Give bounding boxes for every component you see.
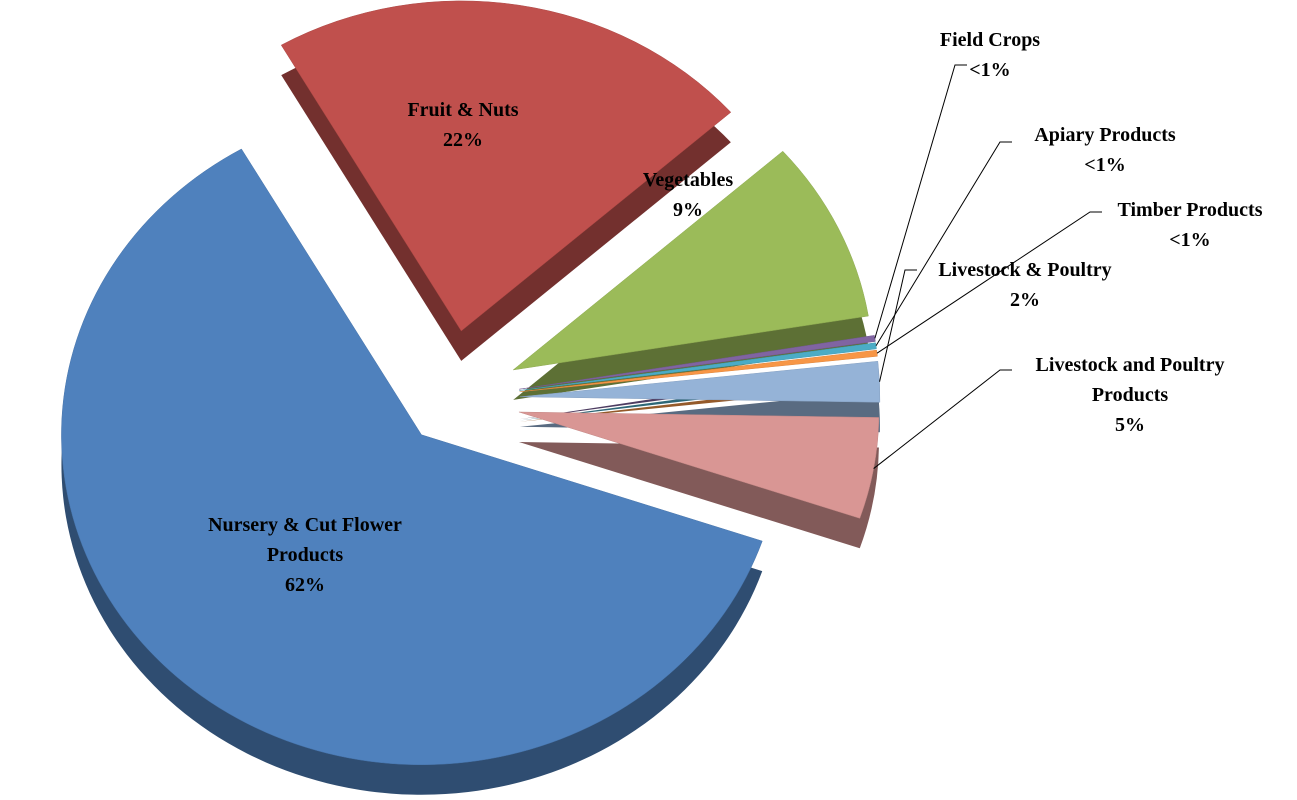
slice-name: Apiary Products	[1034, 124, 1176, 146]
slice	[519, 342, 877, 391]
slice-value: 5%	[1115, 414, 1145, 436]
slice-value: 62%	[285, 574, 325, 596]
leader-line	[875, 141, 1012, 347]
slice-value: 2%	[1010, 289, 1040, 311]
slice-name: Fruit & Nuts	[407, 99, 519, 121]
data-label: Apiary Products <1%	[1034, 120, 1175, 180]
leader-line	[874, 64, 967, 339]
slice-name: Nursery & Cut Flower Products	[208, 514, 402, 566]
slice	[280, 0, 732, 332]
data-label: Timber Products <1%	[1117, 195, 1262, 255]
slice-value: 22%	[442, 129, 483, 151]
slice-name: Vegetables	[642, 169, 734, 191]
slice	[519, 349, 878, 393]
leader-line	[879, 269, 917, 382]
slice-name: Field Crops	[939, 29, 1041, 51]
data-label: Nursery & Cut Flower Products 62%	[175, 510, 435, 600]
leader-line	[876, 211, 1102, 354]
data-label: Field Crops <1%	[940, 25, 1040, 85]
slice-name: Livestock & Poultry	[938, 259, 1112, 281]
slice-value: <1%	[1169, 229, 1211, 251]
slice-value: <1%	[1084, 154, 1126, 176]
data-label: Livestock and Poultry Products 5%	[1000, 350, 1260, 440]
slice-name: Livestock and Poultry Products	[1035, 354, 1225, 406]
slice-value: <1%	[969, 59, 1011, 81]
slice	[519, 335, 876, 390]
slice	[61, 148, 763, 765]
leader-line	[873, 369, 1012, 469]
data-label: Vegetables 9%	[643, 165, 733, 225]
slice-tops	[61, 0, 881, 765]
data-label: Livestock & Poultry 2%	[938, 255, 1111, 315]
slice-name: Timber Products	[1117, 199, 1263, 221]
slice	[512, 150, 869, 371]
slice-value: 9%	[673, 199, 703, 221]
data-label: Fruit & Nuts 22%	[407, 95, 518, 155]
